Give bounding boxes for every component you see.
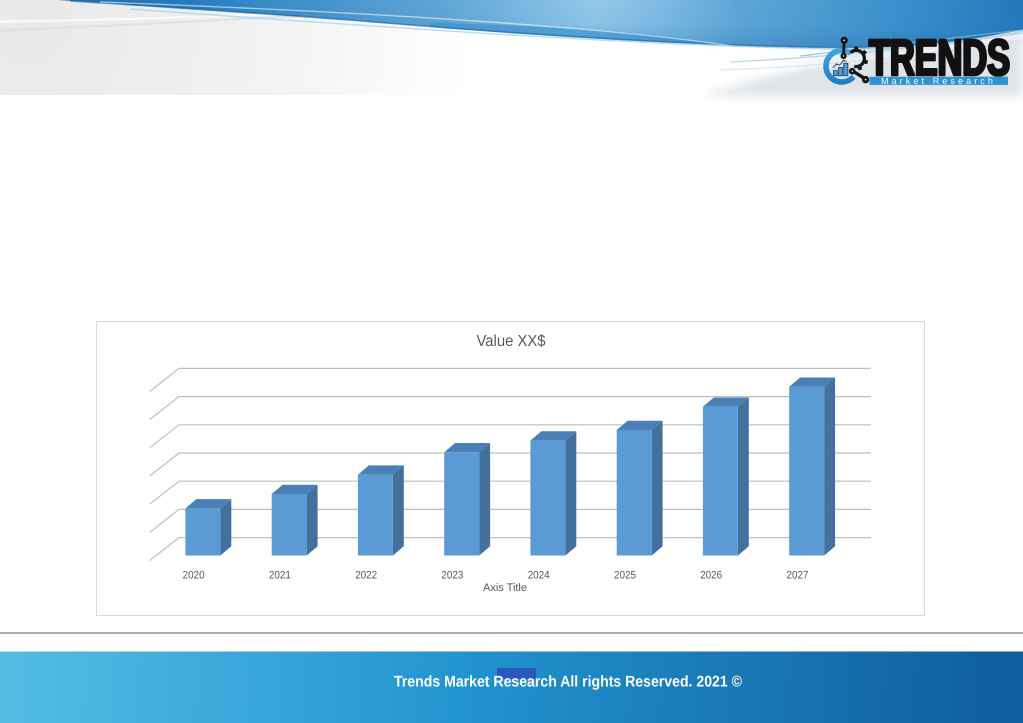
svg-text:2024: 2024 (528, 570, 550, 582)
svg-text:2025: 2025 (614, 570, 636, 582)
svg-text:2022: 2022 (355, 570, 377, 582)
svg-text:2020: 2020 (183, 570, 205, 582)
svg-text:Trends Market Research All rig: Trends Market Research All rights Reserv… (394, 674, 743, 691)
svg-text:Market Research: Market Research (881, 76, 996, 86)
svg-text:2021: 2021 (269, 570, 291, 582)
svg-text:Axis Title: Axis Title (483, 582, 527, 594)
svg-text:2027: 2027 (787, 570, 809, 582)
svg-text:2026: 2026 (700, 570, 722, 582)
svg-text:Value XX$: Value XX$ (477, 333, 546, 350)
svg-text:2023: 2023 (441, 570, 463, 582)
